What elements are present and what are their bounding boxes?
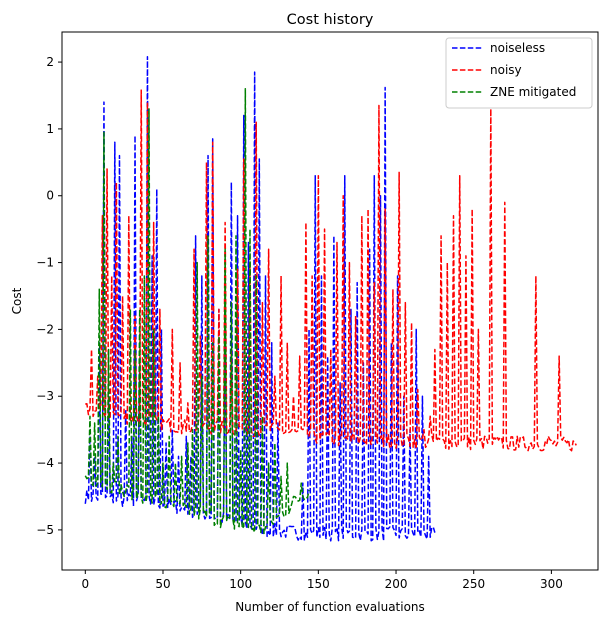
x-tick-label: 250	[462, 577, 485, 591]
series-line-noisy	[85, 89, 577, 452]
y-tick-label: −1	[36, 256, 54, 270]
x-axis: 0 50 100 150 200 250 300	[81, 570, 563, 591]
series-line-zne-mitigated	[84, 88, 310, 535]
y-tick-label: −5	[36, 523, 54, 537]
legend-label: noiseless	[490, 41, 545, 55]
y-tick-label: −2	[36, 322, 54, 336]
legend: noiseless noisy ZNE mitigated	[445, 37, 593, 109]
series-line-noiseless	[84, 55, 436, 542]
legend-label: noisy	[490, 63, 522, 77]
y-tick-label: 0	[46, 189, 54, 203]
x-tick-label: 50	[155, 577, 170, 591]
x-tick-label: 0	[81, 577, 89, 591]
y-tick-label: −3	[36, 389, 54, 403]
x-tick-label: 100	[229, 577, 252, 591]
plot-frame	[61, 31, 599, 571]
x-axis-label: Number of function evaluations	[235, 600, 425, 614]
x-tick-label: 200	[385, 577, 408, 591]
y-axis-label: Cost	[10, 287, 24, 314]
legend-box	[445, 37, 593, 109]
x-tick-label: 150	[307, 577, 330, 591]
x-tick-label: 300	[540, 577, 563, 591]
y-axis: −5 −4 −3 −2 −1 0 1 2	[36, 55, 62, 537]
y-tick-label: 1	[46, 122, 54, 136]
y-tick-label: 2	[46, 55, 54, 69]
legend-label: ZNE mitigated	[490, 85, 576, 99]
chart-title: Cost history	[287, 12, 374, 28]
series-layer	[84, 55, 577, 542]
y-tick-label: −4	[36, 456, 54, 470]
